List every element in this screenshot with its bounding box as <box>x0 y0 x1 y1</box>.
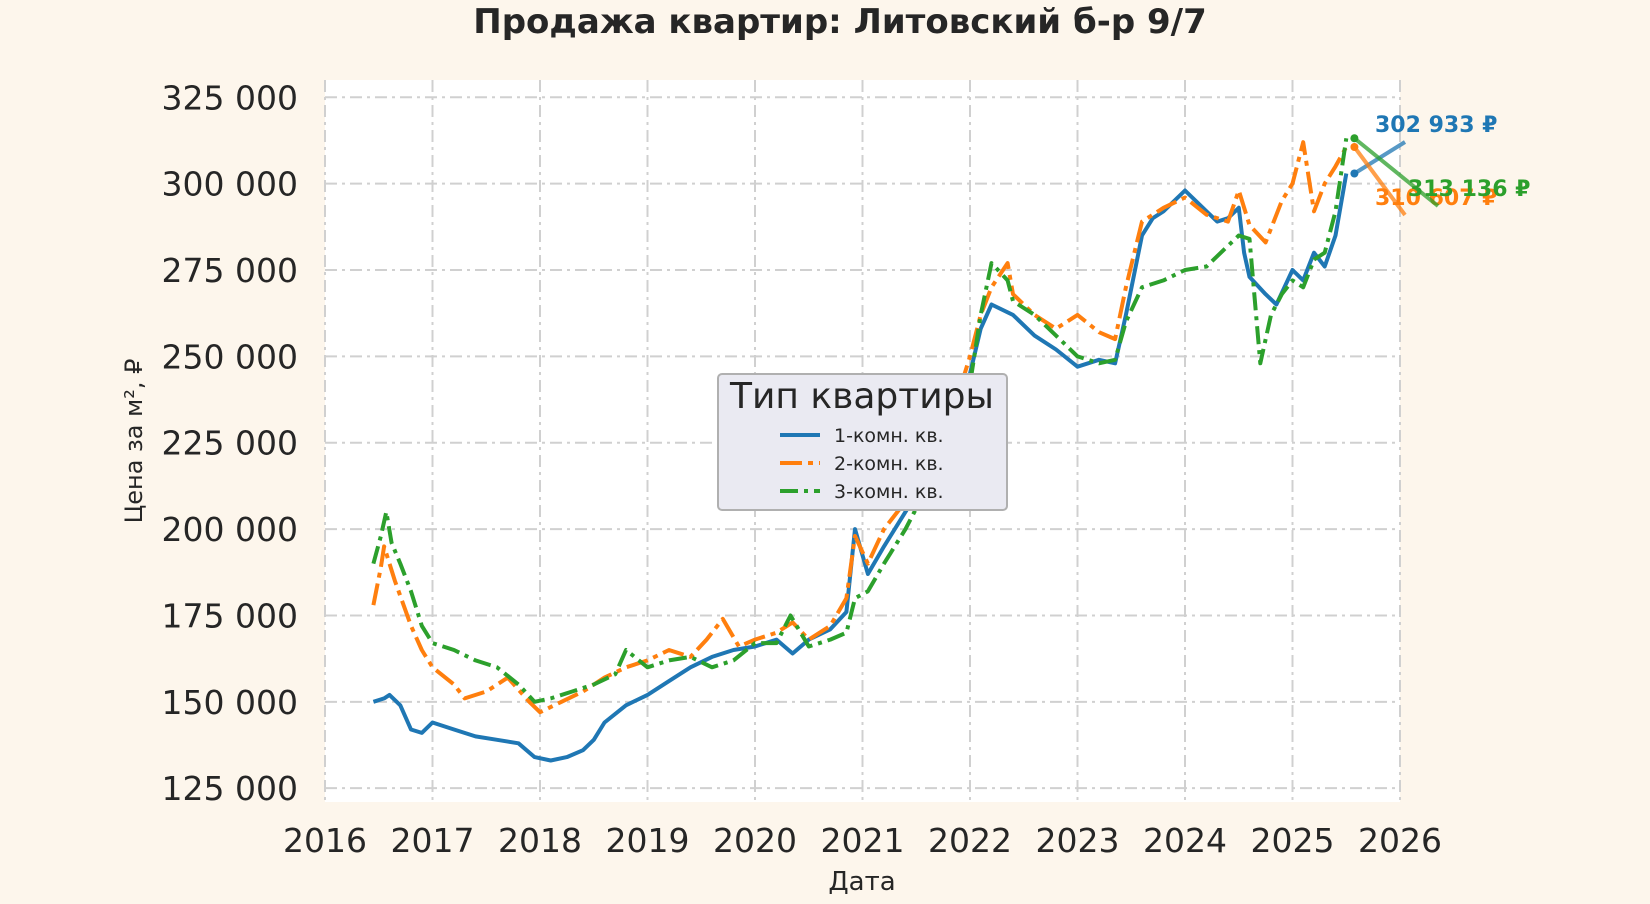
legend: Тип квартиры 1-комн. кв. 2-комн. кв. 3-ком… <box>717 373 1008 511</box>
legend-title: Тип квартиры <box>729 376 994 417</box>
annotations: 302 933 ₽310 607 ₽313 136 ₽ <box>1350 113 1530 217</box>
series-line-1 <box>372 173 1349 763</box>
y-tick-label: 275 000 <box>162 251 298 290</box>
x-tick-label: 2016 <box>283 821 367 860</box>
axis-ticks: 2016 2017 2018 2019 2020 2021 2022 2023 2024 2025… <box>162 78 1442 860</box>
annotation-arrow-head <box>1350 169 1359 178</box>
annotation-arrow-head <box>1350 134 1359 143</box>
y-tick-label: 300 000 <box>162 165 298 204</box>
legend-label: 3-комн. кв. <box>834 481 944 503</box>
y-tick-label: 250 000 <box>162 337 298 376</box>
x-tick-label: 2023 <box>1036 821 1120 860</box>
x-tick-label: 2026 <box>1358 821 1442 860</box>
annotation-arrow-head <box>1350 142 1359 151</box>
x-tick-label: 2019 <box>606 821 690 860</box>
y-tick-label: 175 000 <box>162 596 298 635</box>
x-tick-label: 2022 <box>928 821 1012 860</box>
annotation-arrow <box>1352 145 1407 217</box>
x-tick-label: 2020 <box>713 821 797 860</box>
annotation-label: 313 136 ₽ <box>1408 177 1530 202</box>
series-line-3 <box>371 138 1349 704</box>
annotation-arrow <box>1353 136 1440 208</box>
y-tick-label: 325 000 <box>162 78 298 117</box>
x-tick-label: 2018 <box>498 821 582 860</box>
annotation-label: 302 933 ₽ <box>1375 113 1497 138</box>
y-axis-label: Цена за м², ₽ <box>120 359 148 524</box>
y-tick-label: 150 000 <box>162 683 298 722</box>
x-tick-label: 2025 <box>1251 821 1335 860</box>
y-tick-label: 200 000 <box>162 510 298 549</box>
y-tick-label: 225 000 <box>162 424 298 463</box>
x-tick-label: 2021 <box>821 821 905 860</box>
y-tick-label: 125 000 <box>162 769 298 808</box>
legend-box <box>717 373 1008 511</box>
x-axis-label: Дата <box>828 867 895 897</box>
chart-title: Продажа квартир: Литовский б-р 9/7 <box>473 2 1206 42</box>
x-tick-label: 2024 <box>1143 821 1227 860</box>
legend-entries: 1-комн. кв. 2-комн. кв. 3-комн. кв. <box>780 425 944 503</box>
legend-label: 1-комн. кв. <box>834 425 944 447</box>
x-tick-label: 2017 <box>391 821 475 860</box>
series-lines <box>371 138 1349 763</box>
legend-label: 2-комн. кв. <box>834 453 944 475</box>
